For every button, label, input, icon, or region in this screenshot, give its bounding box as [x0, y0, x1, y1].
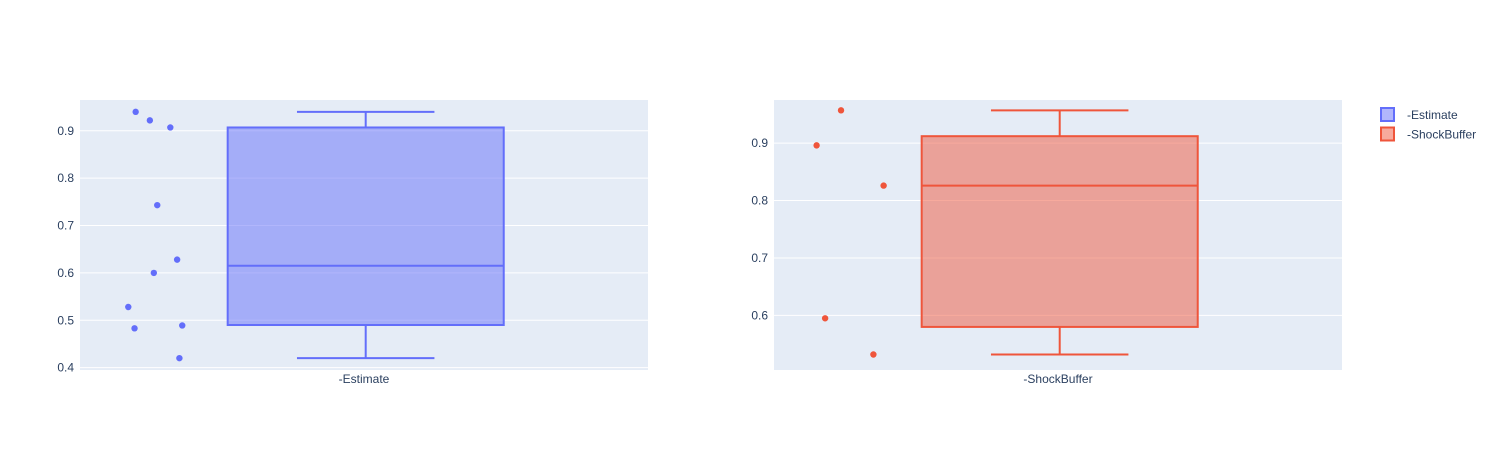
data-point[interactable] — [176, 354, 183, 362]
data-point[interactable] — [870, 351, 877, 358]
data-point[interactable] — [173, 256, 181, 263]
data-point[interactable] — [146, 117, 154, 124]
box-iqr[interactable] — [920, 135, 1199, 328]
y-tick-label: 0.7 — [57, 219, 74, 233]
data-point[interactable] — [150, 269, 158, 277]
y-tick-label: 0.8 — [57, 171, 74, 185]
y-tick-label: 0.4 — [57, 361, 74, 375]
y-tick-label: 0.8 — [751, 194, 768, 208]
data-point[interactable] — [154, 201, 161, 209]
data-point[interactable] — [880, 182, 887, 189]
legend-swatch[interactable] — [1380, 107, 1395, 122]
y-tick-label: 0.9 — [751, 136, 768, 150]
y-tick-label: 0.5 — [57, 313, 74, 327]
y-tick-label: 0.6 — [57, 266, 74, 280]
y-tick-label: 0.7 — [751, 251, 768, 265]
box-iqr[interactable] — [226, 126, 505, 327]
legend-swatch[interactable] — [1380, 126, 1395, 142]
data-point[interactable] — [179, 322, 186, 329]
legend-label[interactable]: -Estimate — [1407, 108, 1458, 122]
data-point[interactable] — [837, 107, 845, 114]
data-point[interactable] — [131, 325, 138, 332]
x-tick-label: -ShockBuffer — [1023, 372, 1092, 386]
data-point[interactable] — [167, 124, 174, 131]
data-point[interactable] — [125, 303, 132, 311]
legend-label[interactable]: -ShockBuffer — [1407, 128, 1476, 142]
data-point[interactable] — [821, 315, 829, 322]
data-point[interactable] — [813, 142, 820, 149]
y-tick-label: 0.9 — [57, 124, 74, 138]
data-point[interactable] — [132, 108, 139, 116]
y-tick-label: 0.6 — [751, 308, 768, 322]
x-tick-label: -Estimate — [339, 372, 390, 386]
